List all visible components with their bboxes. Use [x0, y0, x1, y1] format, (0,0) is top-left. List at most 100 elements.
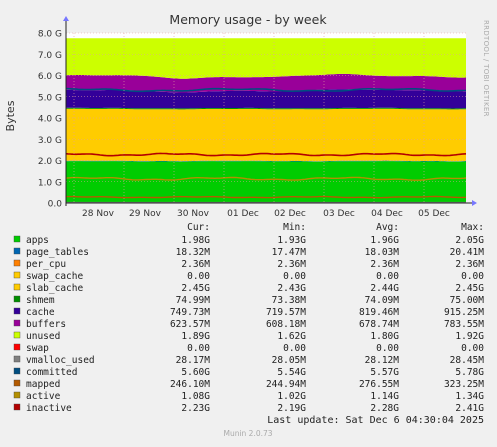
legend-value: 73.38M [272, 295, 307, 306]
legend-value: 2.36M [277, 259, 306, 270]
y-tick-label: 7.0 G [38, 51, 62, 61]
x-tick-label: 01 Dec [227, 209, 259, 219]
line-active [65, 176, 467, 181]
legend-value: 2.45G [455, 283, 484, 294]
legend-value: 5.54G [277, 367, 306, 378]
legend-value: 2.36M [455, 259, 484, 270]
area-shmem [66, 107, 466, 110]
legend-value: 1.02G [277, 391, 306, 402]
y-axis-arrow [63, 16, 69, 21]
legend-value: 819.46M [359, 307, 399, 318]
legend-label-swap_cache: swap_cache [26, 271, 83, 282]
legend-value: 0.00 [187, 343, 210, 354]
legend-value: 608.18M [266, 319, 306, 330]
area-cache [66, 89, 466, 109]
y-tick-label: 4.0 G [38, 115, 62, 125]
line-committed [65, 87, 466, 93]
legend-value: 2.36M [370, 259, 399, 270]
legend-value: 323.25M [444, 379, 484, 390]
x-axis-arrow [472, 200, 477, 206]
legend-swatch-active [13, 391, 21, 399]
legend-value: 74.99M [176, 295, 211, 306]
legend-value: 2.28G [370, 403, 399, 414]
legend-column-header: Min: [283, 222, 306, 233]
legend-value: 0.00 [283, 343, 306, 354]
x-tick-label: 05 Dec [418, 209, 450, 219]
y-axis-label: Bytes [4, 100, 17, 131]
legend-column-header: Max: [461, 222, 484, 233]
legend-value: 74.09M [365, 295, 400, 306]
legend-swatch-apps [13, 235, 21, 243]
area-apps [66, 161, 466, 203]
legend-value: 18.03M [365, 247, 400, 258]
last-update-text: Last update: Sat Dec 6 04:30:04 2025 [267, 415, 484, 426]
legend-value: 2.23G [181, 403, 210, 414]
legend-column-header: Cur: [187, 222, 210, 233]
legend-value: 1.80G [370, 331, 399, 342]
legend-label-committed: committed [26, 367, 77, 378]
legend-swatch-shmem [13, 295, 21, 303]
legend-label-cache: cache [26, 307, 55, 318]
legend-value: 2.36M [181, 259, 210, 270]
y-tick-label: 3.0 G [38, 136, 62, 146]
legend-label-mapped: mapped [26, 379, 60, 390]
legend-value: 1.14G [370, 391, 399, 402]
legend-value: 1.98G [181, 235, 210, 246]
legend-label-page_tables: page_tables [26, 247, 89, 258]
munin-version-text: Munin 2.0.73 [223, 429, 272, 438]
legend-value: 749.73M [170, 307, 210, 318]
y-tick-label: 1.0 G [38, 178, 62, 188]
legend-value: 2.05G [455, 235, 484, 246]
legend-label-slab_cache: slab_cache [26, 283, 83, 294]
legend-value: 623.57M [170, 319, 210, 330]
legend-value: 2.43G [277, 283, 306, 294]
area-buffers [66, 73, 466, 93]
legend-label-per_cpu: per_cpu [26, 259, 66, 270]
legend-value: 678.74M [359, 319, 399, 330]
legend-value: 20.41M [450, 247, 485, 258]
legend-value: 1.34G [455, 391, 484, 402]
legend-swatch-mapped [13, 379, 21, 387]
legend-value: 28.12M [365, 355, 400, 366]
legend-swatch-buffers [13, 319, 21, 327]
legend-swatch-vmalloc_used [13, 355, 21, 363]
legend-value: 0.00 [461, 271, 484, 282]
legend-label-apps: apps [26, 235, 49, 246]
legend-value: 915.25M [444, 307, 484, 318]
legend-value: 1.96G [370, 235, 399, 246]
legend-swatch-unused [13, 331, 21, 339]
legend-value: 5.60G [181, 367, 210, 378]
legend-value: 1.93G [277, 235, 306, 246]
legend-value: 28.45M [450, 355, 485, 366]
line-inactive [65, 152, 467, 157]
legend-value: 28.05M [272, 355, 307, 366]
x-tick-label: 03 Dec [323, 209, 355, 219]
legend-value: 276.55M [359, 379, 399, 390]
legend-label-swap: swap [26, 343, 49, 354]
legend-swatch-slab_cache [13, 283, 21, 291]
legend-value: 1.89G [181, 331, 210, 342]
legend-label-active: active [26, 391, 61, 402]
y-tick-label: 0.0 [48, 200, 63, 210]
line-mapped [66, 195, 467, 199]
y-tick-label: 2.0 G [38, 157, 62, 167]
y-tick-label: 8.0 G [38, 30, 62, 40]
legend-value: 1.08G [181, 391, 210, 402]
legend-value: 719.57M [266, 307, 306, 318]
legend-label-inactive: inactive [26, 403, 72, 414]
x-tick-label: 04 Dec [371, 209, 403, 219]
legend-value: 28.17M [176, 355, 211, 366]
y-tick-label: 5.0 G [38, 93, 62, 103]
legend-label-buffers: buffers [26, 319, 66, 330]
legend-value: 0.00 [283, 271, 306, 282]
legend-value: 1.92G [455, 331, 484, 342]
area-slab_cache [66, 108, 466, 162]
legend-value: 0.00 [461, 343, 484, 354]
legend-label-vmalloc_used: vmalloc_used [26, 355, 95, 366]
x-tick-label: 29 Nov [129, 209, 162, 219]
x-tick-label: 30 Nov [177, 209, 210, 219]
legend-value: 18.32M [176, 247, 211, 258]
area-unused [66, 38, 466, 79]
